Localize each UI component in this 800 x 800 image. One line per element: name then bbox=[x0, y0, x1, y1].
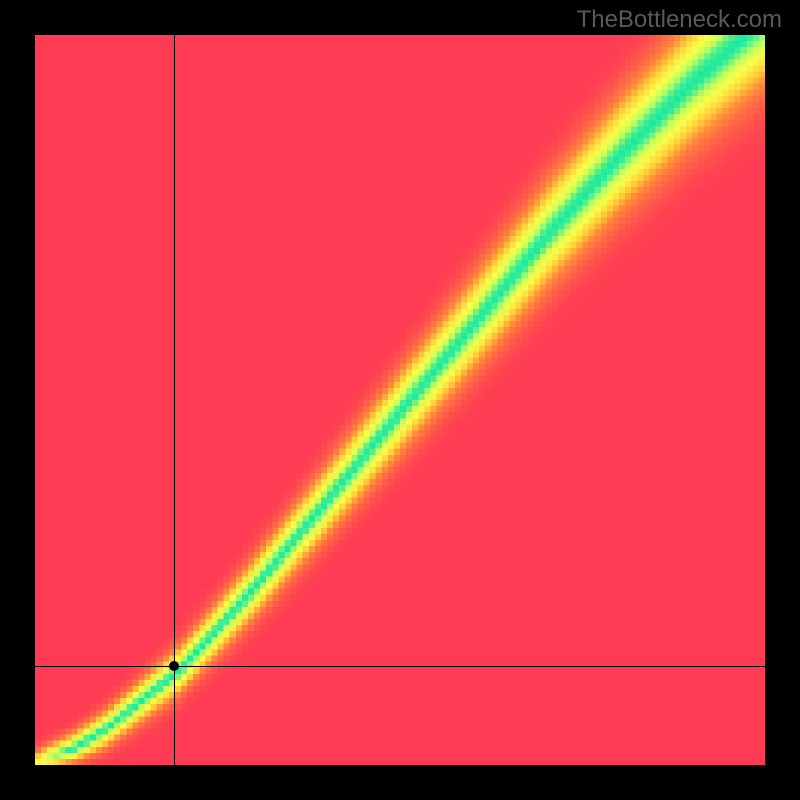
watermark-text: TheBottleneck.com bbox=[577, 6, 782, 34]
crosshair-horizontal bbox=[35, 666, 765, 667]
heatmap-plot bbox=[35, 35, 765, 765]
crosshair-vertical bbox=[174, 35, 175, 765]
marker-point bbox=[169, 661, 179, 671]
heatmap-canvas bbox=[35, 35, 765, 765]
